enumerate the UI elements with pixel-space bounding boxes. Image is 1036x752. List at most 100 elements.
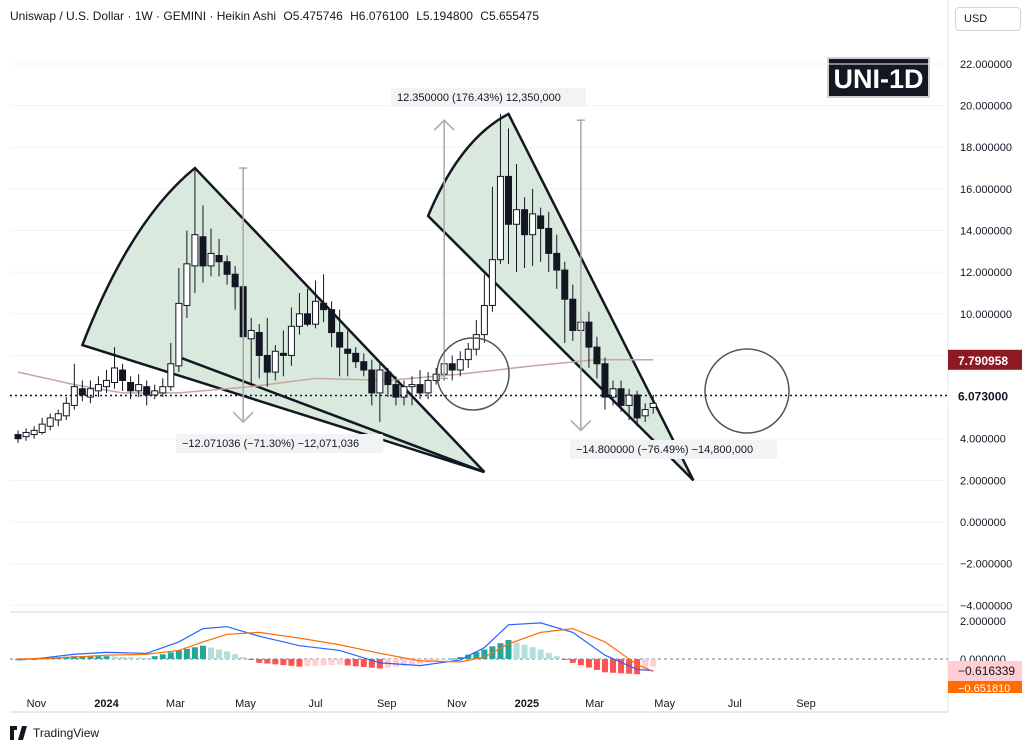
candle-body xyxy=(480,304,488,336)
falling-wedge-fans xyxy=(80,112,695,482)
macd-histogram-bar xyxy=(103,656,110,659)
candle-body xyxy=(271,350,279,373)
candle-body xyxy=(111,367,119,384)
macd-histogram-bar xyxy=(159,654,166,659)
candle-body xyxy=(537,215,545,229)
macd-histogram-bar xyxy=(272,659,279,665)
candle-body xyxy=(78,388,86,396)
candle-body xyxy=(14,434,22,440)
macd-histogram-bar xyxy=(119,656,126,659)
ohlc-low: L5.194800 xyxy=(416,9,473,23)
candle-body xyxy=(159,386,167,394)
candle-body xyxy=(312,300,320,325)
macd-histogram-bar xyxy=(352,659,359,667)
price-tick-label: 18.000000 xyxy=(960,142,1012,154)
candle-body xyxy=(625,394,633,406)
measure-down-2-label-text: −14.800000 (−76.49%) −14,800,000 xyxy=(576,444,753,456)
time-tick-label: Nov xyxy=(27,698,47,710)
macd-histogram-bar xyxy=(175,650,182,659)
fan-1 xyxy=(80,166,486,474)
price-tick-label: 14.000000 xyxy=(960,226,1012,238)
macd-histogram-bar xyxy=(320,659,327,666)
price-tick-label: 12.000000 xyxy=(960,267,1012,279)
macd-histogram-bar xyxy=(183,648,190,659)
candle-body xyxy=(320,302,328,311)
price-tick-label: 0.000000 xyxy=(960,517,1006,529)
macd-histogram-bar xyxy=(513,642,520,659)
macd-histogram-bar xyxy=(360,659,367,667)
price-tick-label: 4.000000 xyxy=(960,434,1006,446)
candle-body xyxy=(504,175,512,225)
candle-body xyxy=(223,261,231,275)
candle-body xyxy=(529,213,537,236)
candle-body xyxy=(336,332,344,348)
macd-histogram-bar xyxy=(95,656,102,659)
macd-histogram-bar xyxy=(545,652,552,659)
macd-histogram-bar xyxy=(650,659,657,667)
macd-histogram-bar xyxy=(296,659,303,667)
macd-histogram-bar xyxy=(593,659,600,670)
time-tick-label: Jul xyxy=(308,698,322,710)
candle-body xyxy=(143,386,151,396)
measure-down-2-label: −14.800000 (−76.49%) −14,800,000 xyxy=(570,440,778,459)
candle-body xyxy=(472,334,480,350)
candle-body xyxy=(424,379,432,394)
candle-body xyxy=(488,259,496,306)
macd-histogram-bar xyxy=(409,659,416,665)
macd-histogram-bar xyxy=(433,659,440,662)
candle-body xyxy=(408,384,416,388)
symbol-title: Uniswap / U.S. Dollar · 1W · GEMINI · He… xyxy=(10,9,277,23)
macd-histogram-bar xyxy=(216,649,223,659)
macd-histogram-bar xyxy=(336,659,343,665)
candlesticks xyxy=(14,113,657,443)
measure-arrow-up-head xyxy=(433,119,455,131)
ma-value-marker: 7.790958 xyxy=(958,354,1008,368)
signal-value-label: −0.651810 xyxy=(958,683,1010,695)
candle-body xyxy=(352,352,360,363)
candle-body xyxy=(119,369,127,381)
macd-histogram-bar xyxy=(127,657,134,659)
time-tick-label: 2025 xyxy=(515,698,539,710)
candle-body xyxy=(167,363,175,388)
brand-name: TradingView xyxy=(33,726,100,740)
price-axis: 22.000000 20.000000 18.000000 16.000000 14.0… xyxy=(948,59,1022,612)
macd-histogram-bar xyxy=(87,656,94,659)
candle-body xyxy=(54,413,62,421)
macd-histogram-bar xyxy=(264,659,271,664)
candle-body xyxy=(368,369,376,394)
candle-body xyxy=(135,384,143,392)
macd-histogram-bar xyxy=(601,659,608,673)
macd-histogram-bar xyxy=(288,659,295,666)
tradingview-logo-icon xyxy=(10,726,27,740)
macd-histogram-bar xyxy=(457,657,464,659)
macd-histogram-bar xyxy=(441,659,448,660)
candle-body xyxy=(641,409,649,417)
price-tick-label: 10.000000 xyxy=(960,309,1012,321)
ohlc-open: O5.475746 xyxy=(283,9,343,23)
breakout-circle-1 xyxy=(436,337,510,411)
macd-histogram-bar xyxy=(585,659,592,668)
candle-body xyxy=(553,252,561,271)
measure-arrow-down-2-head xyxy=(570,419,592,432)
currency-button[interactable]: USD xyxy=(955,7,1021,31)
macd-histogram-bar xyxy=(304,659,311,667)
macd-histogram-bar xyxy=(199,645,206,659)
macd-histogram-bar xyxy=(111,656,118,659)
macd-histogram-bar xyxy=(449,658,456,660)
candle-body xyxy=(585,321,593,348)
candle-body xyxy=(617,388,625,406)
macd-histogram-bar xyxy=(240,657,247,659)
macd-histogram-bar xyxy=(529,647,536,659)
candle-body xyxy=(207,252,215,267)
measure-down-2-label-bg xyxy=(570,440,778,459)
macd-histogram-bar xyxy=(224,651,231,659)
candle-body xyxy=(30,429,38,436)
fan-1-lower-edge xyxy=(178,355,485,474)
candle-body xyxy=(513,209,521,225)
breakout-circle-2 xyxy=(704,348,790,434)
time-axis: Nov 2024 Mar May Jul Sep Nov 2025 Mar May Jul Sep xyxy=(10,698,948,713)
time-tick-label: Sep xyxy=(377,698,397,710)
macd-histogram-bar xyxy=(312,659,319,666)
